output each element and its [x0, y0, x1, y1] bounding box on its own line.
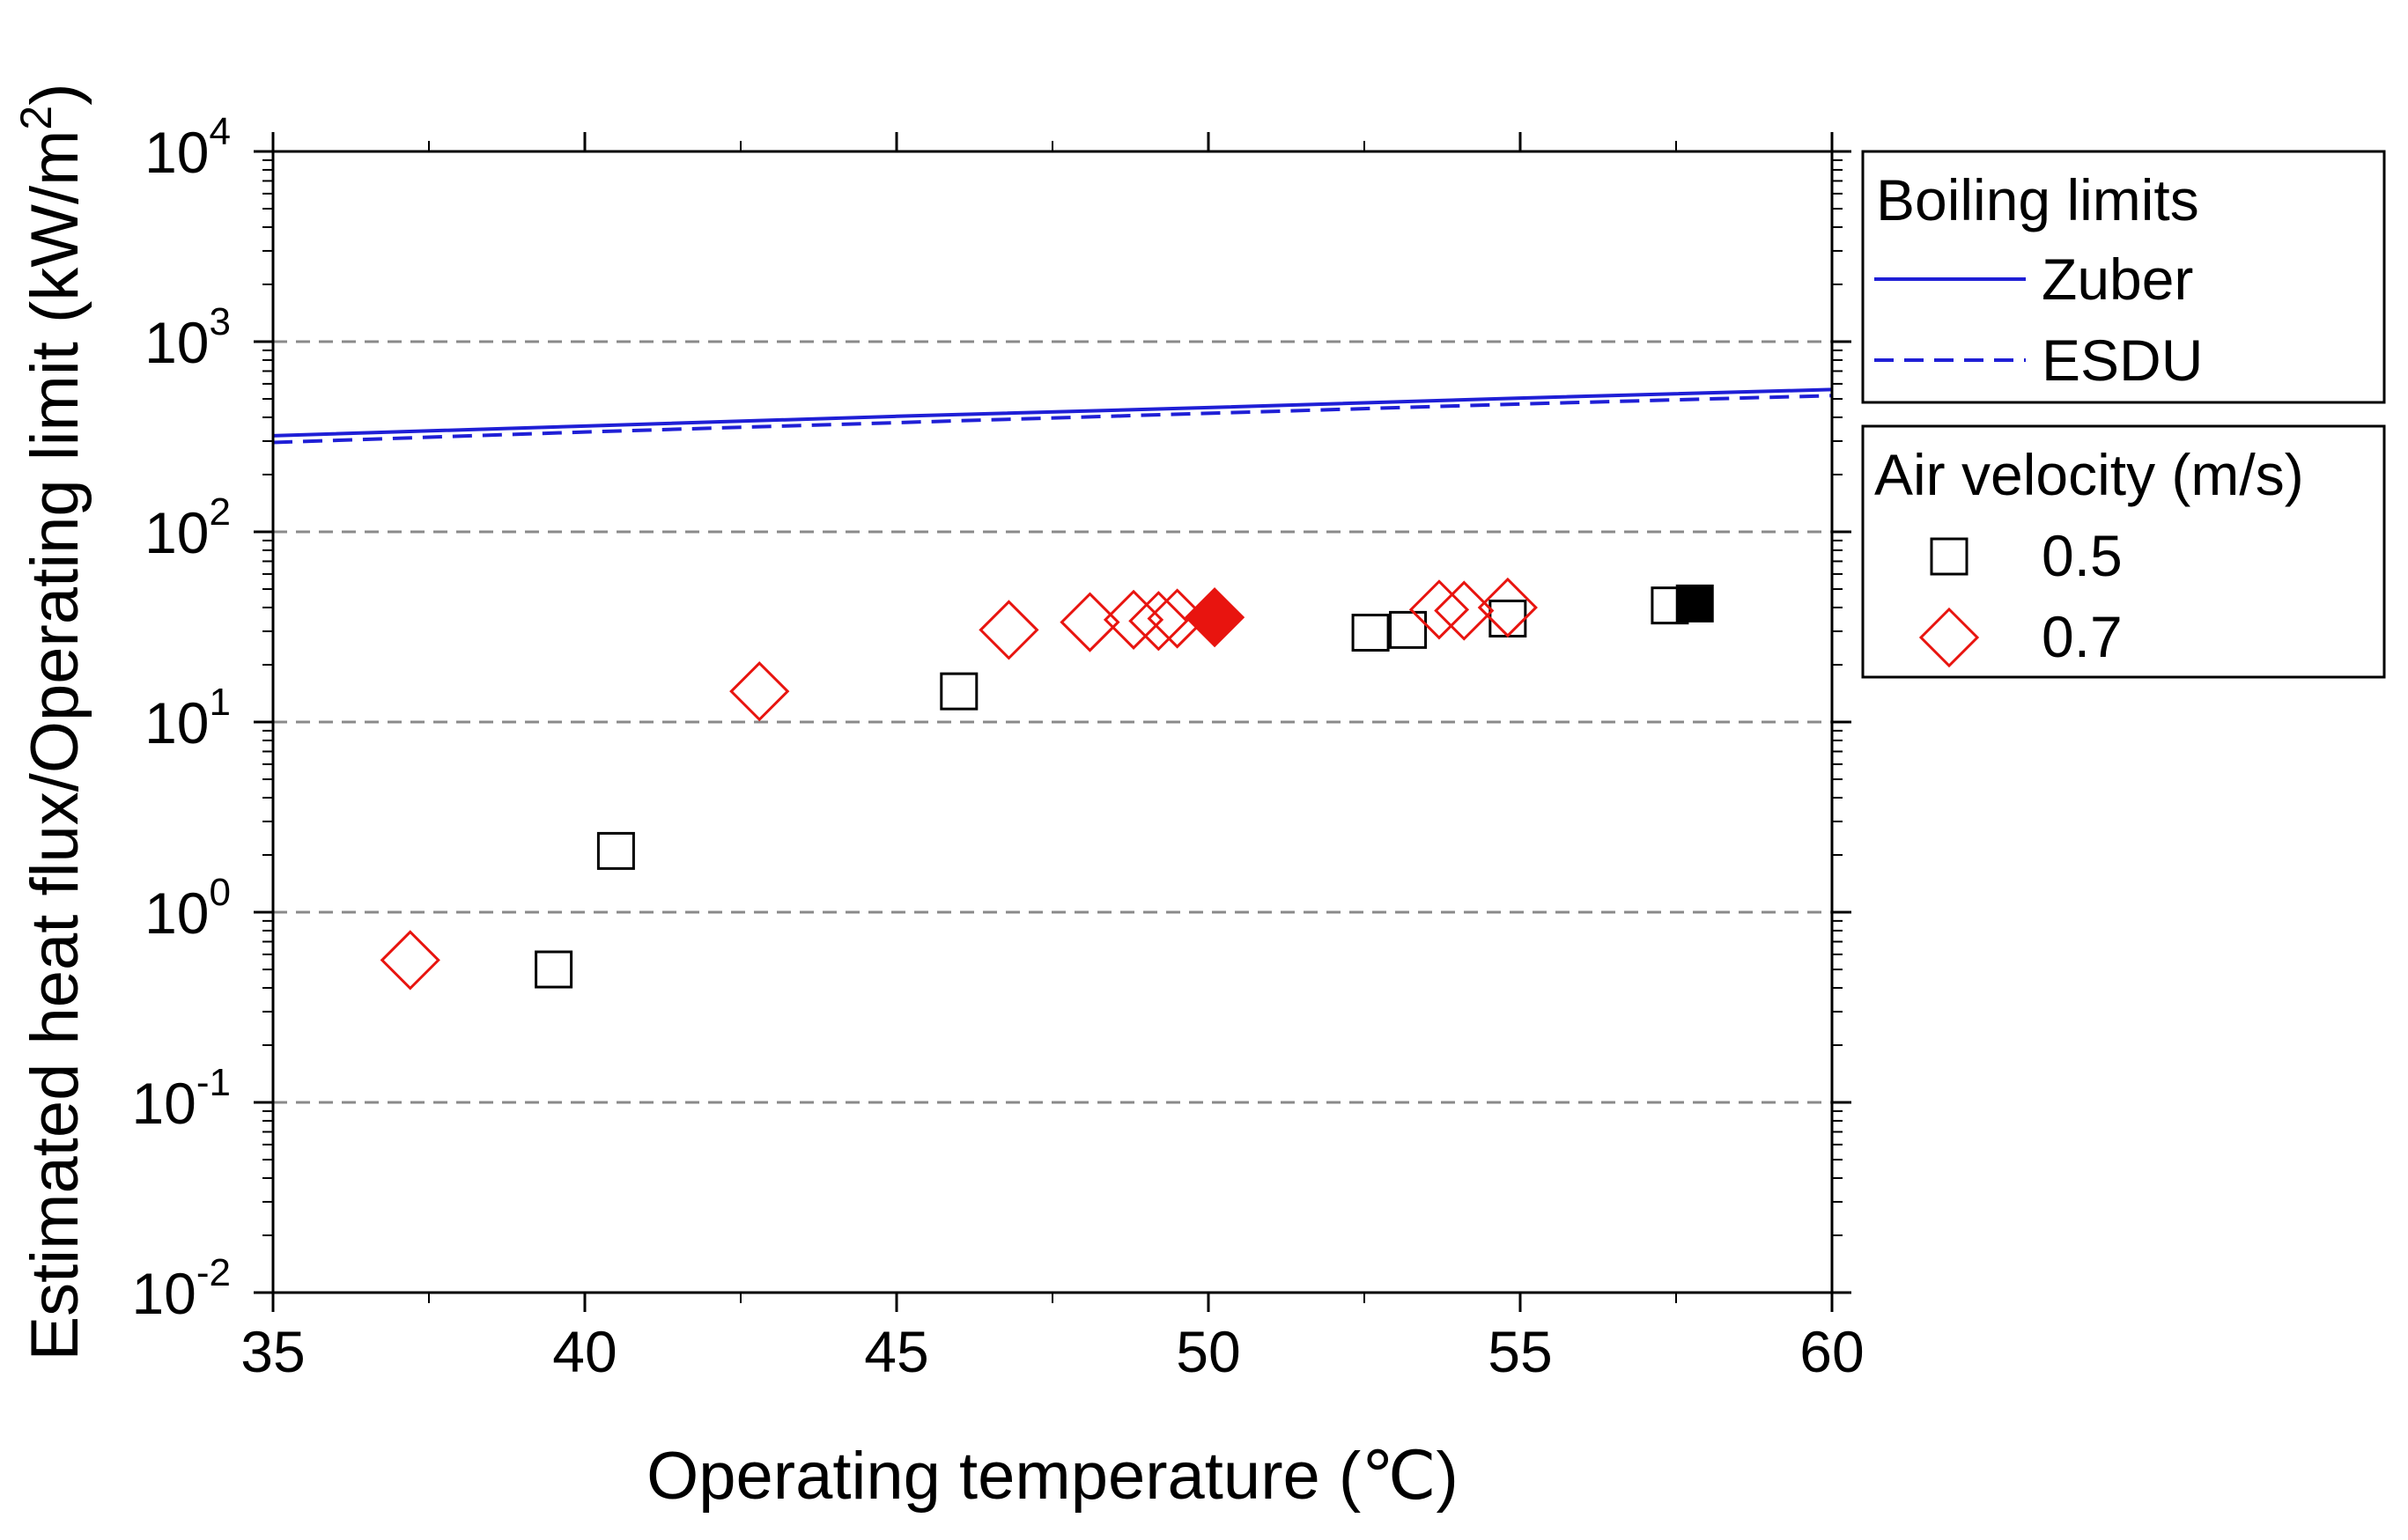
diamond-marker — [1128, 591, 1189, 652]
data-points — [380, 577, 1714, 991]
legend-title: Boiling limits — [1876, 167, 2199, 232]
diamond-marker — [729, 661, 790, 722]
x-tick-label: 40 — [552, 1319, 617, 1384]
diamond-marker — [979, 600, 1039, 660]
square-marker — [1675, 584, 1714, 623]
legend-title: Air velocity (m/s) — [1874, 442, 2304, 507]
square-marker — [596, 831, 635, 870]
y-tick-label: 102 — [144, 490, 231, 565]
gridlines — [273, 340, 1832, 1104]
y-tick-label: 100 — [144, 871, 231, 946]
x-axis-title: Operating temperature (℃) — [646, 1439, 1459, 1514]
square-marker — [1488, 599, 1527, 637]
legend-square-marker — [1930, 537, 1969, 576]
legend-05-label: 0.5 — [2042, 523, 2123, 588]
diamond-marker — [380, 930, 440, 991]
diamond-marker — [1103, 589, 1164, 650]
legend-boiling-limits: Boiling limits Zuber ESDU — [1861, 150, 2386, 404]
x-tick-label: 55 — [1488, 1319, 1552, 1384]
legend-air-velocity: Air velocity (m/s) 0.5 0.7 — [1861, 424, 2386, 679]
line-esdu — [272, 394, 1833, 445]
y-axis-title: Estimated heat flux/Operating limit (kW/… — [11, 83, 92, 1360]
legend-zuber-label: Zuber — [2042, 247, 2193, 312]
diamond-marker — [1184, 587, 1245, 648]
x-tick-label: 35 — [240, 1319, 305, 1384]
legend-diamond-marker — [1918, 607, 1980, 668]
x-tick-label: 60 — [1799, 1319, 1864, 1384]
diamond-marker — [1408, 579, 1470, 640]
y-tick-label: 101 — [144, 681, 231, 755]
square-marker — [1389, 610, 1428, 649]
square-marker — [535, 950, 573, 989]
y-tick-label: 10-2 — [131, 1251, 231, 1326]
diamond-marker — [1060, 592, 1120, 652]
legend-box — [1861, 424, 2386, 679]
y-tick-label: 103 — [144, 300, 231, 375]
line-zuber — [272, 387, 1833, 438]
diamond-marker — [1434, 580, 1495, 641]
square-marker — [1351, 614, 1390, 652]
square-marker — [940, 672, 979, 711]
axis-ticks — [254, 132, 1851, 1312]
x-tick-label: 45 — [864, 1319, 928, 1384]
y-tick-label: 104 — [144, 110, 231, 185]
x-tick-label: 50 — [1176, 1319, 1240, 1384]
y-tick-labels: 10-2 10-1 100 101 102 103 104 — [131, 110, 231, 1326]
boiling-limit-lines — [272, 387, 1833, 445]
legend-07-label: 0.7 — [2042, 604, 2123, 669]
y-tick-label: 10-1 — [131, 1061, 231, 1136]
x-tick-labels: 35 40 45 50 55 60 — [240, 1319, 1864, 1384]
diamond-marker — [1477, 577, 1538, 638]
legend-esdu-label: ESDU — [2042, 328, 2203, 393]
